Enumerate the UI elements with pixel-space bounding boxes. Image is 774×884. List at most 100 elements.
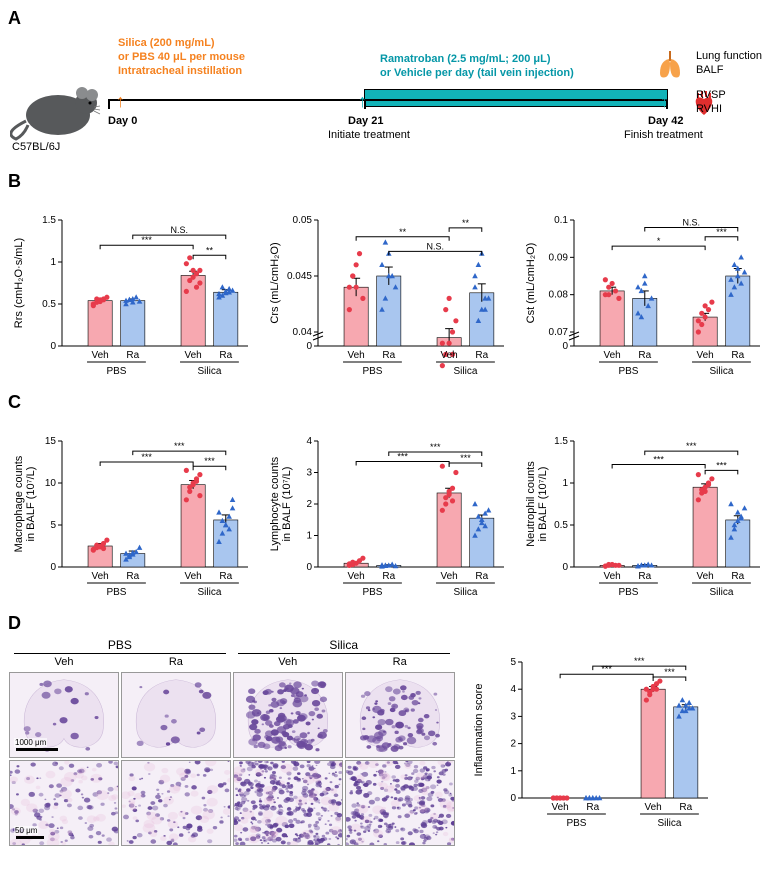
mouse-icon bbox=[10, 73, 102, 143]
svg-text:Silica: Silica bbox=[453, 587, 477, 598]
svg-text:1: 1 bbox=[562, 478, 568, 489]
svg-text:3: 3 bbox=[510, 711, 516, 722]
svg-text:Macrophage counts: Macrophage counts bbox=[13, 455, 25, 552]
svg-text:***: *** bbox=[653, 455, 664, 465]
svg-text:Crs (mL/cmH₂O): Crs (mL/cmH₂O) bbox=[269, 242, 281, 323]
svg-text:*: * bbox=[657, 236, 661, 246]
svg-text:Veh: Veh bbox=[604, 350, 621, 361]
tick-day0 bbox=[108, 99, 110, 109]
panel-a: C57BL/6J Silica (200 mg/mL) or PBS 40 μL… bbox=[8, 33, 766, 163]
svg-text:Ra: Ra bbox=[126, 350, 139, 361]
svg-text:0: 0 bbox=[562, 341, 568, 352]
svg-text:Ra: Ra bbox=[475, 571, 488, 582]
svg-text:1: 1 bbox=[510, 766, 516, 777]
svg-text:Ra: Ra bbox=[731, 350, 744, 361]
svg-text:N.S.: N.S. bbox=[171, 225, 189, 235]
svg-text:0.1: 0.1 bbox=[554, 215, 568, 226]
panelB-chart-2: 00.070.080.090.1Cst (mL/cmH₂O)VehRaVehRa… bbox=[520, 196, 766, 386]
chart-svg: 01234Lymphocyte countsin BALF (10⁷/L)Veh… bbox=[264, 417, 510, 607]
histo-highmag-1 bbox=[121, 760, 231, 846]
svg-text:0.04: 0.04 bbox=[293, 327, 313, 338]
day0-label: Day 0 bbox=[108, 115, 137, 129]
svg-text:0: 0 bbox=[306, 341, 312, 352]
panelC-chart-2: 00.511.5Neutrophil countsin BALF (10⁷/L)… bbox=[520, 417, 766, 607]
svg-text:Veh: Veh bbox=[92, 571, 109, 582]
svg-text:Ra: Ra bbox=[382, 350, 395, 361]
histo-sub-3: Ra bbox=[344, 656, 456, 668]
arrow-day0: ↑ bbox=[116, 91, 125, 112]
arrow-day21: ↑ bbox=[358, 91, 367, 112]
svg-text:0: 0 bbox=[306, 562, 312, 573]
svg-text:N.S.: N.S. bbox=[427, 241, 445, 251]
svg-text:***: *** bbox=[716, 460, 727, 470]
svg-text:Ra: Ra bbox=[731, 571, 744, 582]
panel-c-charts: 051015Macrophage countsin BALF (10⁷/L)Ve… bbox=[8, 417, 766, 607]
silica-line1: Silica (200 mg/mL) bbox=[118, 37, 215, 51]
svg-text:3: 3 bbox=[306, 468, 312, 479]
svg-text:0: 0 bbox=[50, 562, 56, 573]
svg-text:N.S.: N.S. bbox=[683, 217, 701, 227]
arrow-day42: ↑ bbox=[660, 91, 669, 112]
svg-text:***: *** bbox=[460, 453, 471, 463]
svg-text:**: ** bbox=[206, 245, 214, 255]
svg-text:in BALF (10⁷/L): in BALF (10⁷/L) bbox=[537, 467, 549, 542]
histo-highmag-3 bbox=[345, 760, 455, 846]
svg-text:4: 4 bbox=[306, 436, 312, 447]
svg-text:Ra: Ra bbox=[382, 571, 395, 582]
histo-sub-2: Veh bbox=[232, 656, 344, 668]
svg-text:Ra: Ra bbox=[638, 571, 651, 582]
svg-text:1.5: 1.5 bbox=[42, 215, 56, 226]
svg-text:Ra: Ra bbox=[586, 802, 599, 813]
svg-text:0.5: 0.5 bbox=[42, 299, 56, 310]
svg-text:***: *** bbox=[634, 656, 645, 666]
svg-text:in BALF (10⁷/L): in BALF (10⁷/L) bbox=[25, 467, 37, 542]
svg-text:***: *** bbox=[141, 235, 152, 245]
svg-text:***: *** bbox=[174, 441, 185, 451]
svg-text:Ra: Ra bbox=[679, 802, 692, 813]
svg-text:0.05: 0.05 bbox=[293, 215, 313, 226]
svg-text:Neutrophil counts: Neutrophil counts bbox=[525, 461, 537, 547]
histology-grid: PBS Silica Veh Ra Veh Ra 1000 μm 50 μm bbox=[8, 638, 456, 847]
panelB-chart-1: 00.040.0450.05Crs (mL/cmH₂O)VehRaVehRaPB… bbox=[264, 196, 510, 386]
svg-text:0.09: 0.09 bbox=[549, 252, 569, 263]
histo-lowmag-1 bbox=[121, 672, 231, 758]
histo-sub-0: Veh bbox=[8, 656, 120, 668]
endpoint-balf: BALF bbox=[696, 63, 762, 77]
panel-d: PBS Silica Veh Ra Veh Ra 1000 μm 50 μm 0… bbox=[8, 638, 766, 847]
svg-text:0.08: 0.08 bbox=[549, 290, 569, 301]
svg-text:4: 4 bbox=[510, 684, 516, 695]
svg-text:Veh: Veh bbox=[697, 350, 714, 361]
svg-text:**: ** bbox=[462, 218, 470, 228]
lung-icon bbox=[656, 47, 688, 81]
svg-text:0: 0 bbox=[510, 793, 516, 804]
svg-text:Silica: Silica bbox=[453, 366, 477, 377]
svg-text:Inflammation score: Inflammation score bbox=[473, 684, 485, 777]
svg-text:0.5: 0.5 bbox=[554, 520, 568, 531]
svg-text:Veh: Veh bbox=[185, 350, 202, 361]
svg-text:5: 5 bbox=[510, 657, 516, 668]
svg-text:0: 0 bbox=[50, 341, 56, 352]
svg-text:PBS: PBS bbox=[106, 587, 126, 598]
day21-label: Day 21 bbox=[348, 115, 383, 129]
svg-text:Veh: Veh bbox=[92, 350, 109, 361]
svg-text:**: ** bbox=[399, 227, 407, 237]
histo-lowmag-2 bbox=[233, 672, 343, 758]
panel-b-charts: 00.511.5Rrs (cmH₂O·s/mL)VehRaVehRaPBSSil… bbox=[8, 196, 766, 386]
svg-text:Veh: Veh bbox=[185, 571, 202, 582]
svg-text:***: *** bbox=[141, 452, 152, 462]
scalebar-bottom: 50 μm bbox=[14, 826, 38, 835]
svg-text:Silica: Silica bbox=[709, 366, 733, 377]
svg-text:Ra: Ra bbox=[219, 350, 232, 361]
svg-text:***: *** bbox=[430, 442, 441, 452]
silica-line2: or PBS 40 μL per mouse bbox=[118, 51, 245, 65]
svg-text:***: *** bbox=[716, 227, 727, 237]
svg-text:1.5: 1.5 bbox=[554, 436, 568, 447]
svg-text:2: 2 bbox=[510, 739, 516, 750]
svg-text:***: *** bbox=[397, 451, 408, 461]
panel-c-label: C bbox=[8, 392, 766, 413]
svg-text:1: 1 bbox=[50, 257, 56, 268]
chart-svg: 00.070.080.090.1Cst (mL/cmH₂O)VehRaVehRa… bbox=[520, 196, 766, 386]
histo-header-pbs: PBS bbox=[14, 638, 226, 654]
histo-row-highmag: 50 μm bbox=[8, 759, 456, 847]
svg-text:Silica: Silica bbox=[709, 587, 733, 598]
